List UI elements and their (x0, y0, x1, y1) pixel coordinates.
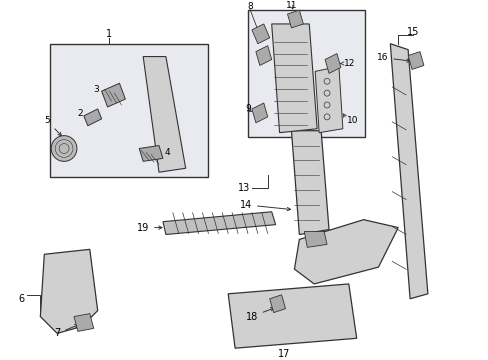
Text: 12: 12 (343, 59, 354, 68)
Text: 13: 13 (237, 183, 249, 193)
Polygon shape (251, 103, 267, 123)
Text: 10: 10 (346, 116, 358, 125)
Text: 16: 16 (376, 53, 409, 62)
Polygon shape (389, 44, 427, 299)
Polygon shape (139, 145, 163, 161)
Polygon shape (251, 24, 269, 44)
Text: 2: 2 (77, 109, 89, 118)
Text: 11: 11 (285, 1, 297, 10)
Text: 4: 4 (157, 148, 170, 157)
Polygon shape (269, 295, 285, 312)
Text: 3: 3 (93, 85, 106, 94)
Polygon shape (228, 284, 356, 348)
Polygon shape (143, 57, 185, 172)
Polygon shape (271, 24, 317, 133)
Polygon shape (163, 212, 275, 234)
Text: 15: 15 (406, 27, 418, 37)
Polygon shape (315, 67, 342, 133)
Text: 6: 6 (19, 294, 24, 304)
Polygon shape (325, 54, 340, 73)
Text: 19: 19 (137, 222, 162, 233)
Polygon shape (294, 220, 397, 284)
Polygon shape (304, 231, 326, 247)
Polygon shape (83, 109, 102, 126)
Text: 1: 1 (105, 29, 111, 39)
Polygon shape (255, 46, 271, 66)
Bar (247, 10, 364, 137)
Text: 9: 9 (244, 104, 250, 113)
Circle shape (51, 136, 77, 161)
Bar (50, 44, 208, 177)
Text: 8: 8 (246, 2, 252, 11)
Polygon shape (291, 131, 328, 234)
Text: 7: 7 (54, 325, 78, 338)
Text: 18: 18 (245, 308, 273, 321)
Polygon shape (287, 10, 303, 28)
Polygon shape (41, 249, 98, 333)
Text: 14: 14 (239, 200, 290, 211)
Polygon shape (407, 51, 423, 69)
Polygon shape (102, 83, 125, 107)
Text: 5: 5 (44, 116, 61, 136)
Polygon shape (74, 314, 94, 332)
Text: 17: 17 (278, 349, 290, 359)
